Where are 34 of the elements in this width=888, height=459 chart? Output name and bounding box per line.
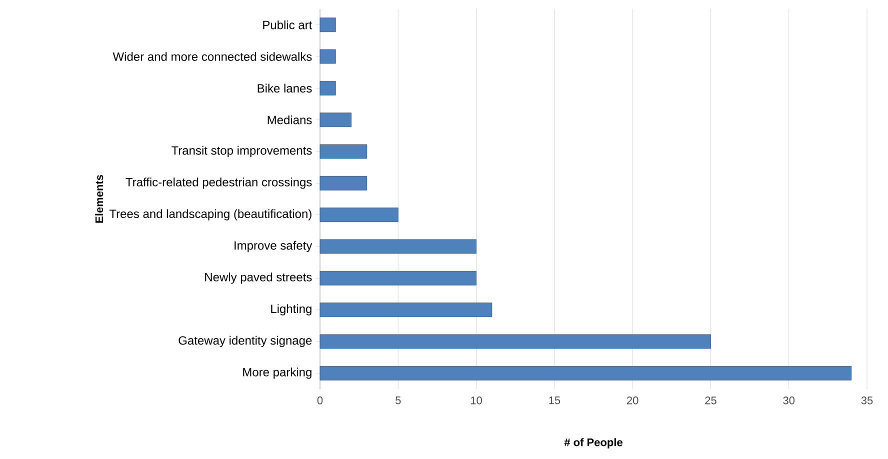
bar [320, 18, 336, 32]
y-tick-label: Public art [263, 20, 312, 30]
bar [320, 112, 352, 128]
bar [320, 366, 852, 380]
bar [320, 49, 336, 64]
x-tick-label: 0 [317, 396, 323, 404]
x-axis-title: # of People [564, 438, 622, 448]
y-tick-label: Traffic-related pedestrian crossings [126, 178, 312, 189]
y-tick-label: Bike lanes [258, 84, 312, 93]
x-tick-label: 35 [861, 396, 873, 404]
bar [320, 270, 476, 286]
x-tick-label: 5 [396, 396, 401, 404]
bar [320, 334, 711, 349]
y-tick-label: Improve safety [234, 240, 312, 252]
bar [320, 144, 368, 159]
bar [320, 208, 398, 222]
x-tick-label: 15 [549, 396, 560, 404]
x-tick-label: 30 [783, 396, 795, 404]
bar [320, 80, 336, 96]
y-tick-label: Wider and more connected sidewalks [112, 52, 312, 61]
bar [320, 176, 368, 190]
x-tick-label: 10 [471, 396, 482, 404]
y-tick-label: Newly paved streets [205, 272, 312, 284]
x-tick-label: 25 [705, 396, 716, 404]
y-tick-label: Gateway identity signage [178, 336, 312, 348]
y-tick-label: Trees and landscaping (beautification) [109, 209, 312, 220]
y-tick-label: Medians [268, 115, 312, 124]
y-tick-label: Lighting [271, 304, 312, 316]
bar [320, 239, 476, 254]
y-axis-title: Elements [95, 175, 104, 223]
x-tick-label: 20 [627, 396, 638, 404]
y-tick-label: More parking [243, 368, 312, 379]
bar [320, 302, 492, 318]
y-tick-label: Transit stop improvements [172, 146, 312, 158]
